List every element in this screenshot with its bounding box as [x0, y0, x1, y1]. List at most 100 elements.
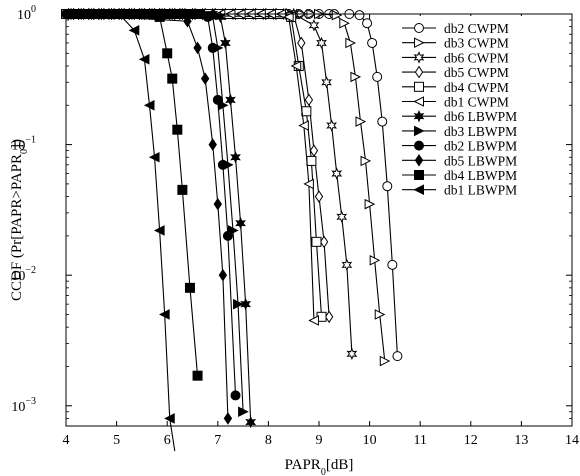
data-point [192, 370, 203, 381]
series-line-db5-lbwpm [65, 13, 229, 419]
legend-label: db6 CWPM [444, 50, 509, 65]
data-point [230, 390, 241, 401]
x-axis-label-rest: [dB] [326, 457, 354, 473]
legend-entry: db3 LBWPM [402, 124, 517, 139]
data-point [321, 76, 332, 89]
legend-label: db1 LBWPM [444, 183, 517, 198]
legend-marker [414, 153, 424, 167]
data-point [235, 217, 246, 230]
legend-entry: db5 CWPM [402, 65, 509, 80]
legend-label: db3 LBWPM [444, 124, 517, 139]
data-point [374, 309, 386, 320]
data-point [200, 72, 210, 85]
data-point [240, 297, 251, 311]
x-axis-label-main: PAPR [285, 457, 321, 473]
data-point [387, 259, 398, 270]
data-point [339, 17, 350, 29]
data-point [208, 138, 217, 151]
data-point [308, 315, 319, 326]
legend-label: db1 CWPM [444, 95, 509, 110]
data-point [372, 71, 383, 82]
x-tick-label: 11 [413, 433, 426, 448]
data-point [128, 25, 140, 36]
data-point [148, 151, 160, 163]
legend-label: db5 CWPM [444, 65, 509, 80]
data-point [207, 42, 218, 53]
legend-entry: db4 CWPM [402, 80, 509, 95]
data-point [184, 282, 195, 293]
data-point [382, 181, 393, 192]
data-point [212, 94, 223, 105]
data-point [143, 99, 155, 111]
y-tick-label: 10−1 [11, 135, 36, 154]
legend-label: db5 LBWPM [444, 153, 517, 168]
legend-entry: db4 LBWPM [402, 168, 517, 183]
data-point [225, 93, 236, 107]
x-tick-label: 14 [565, 433, 579, 448]
data-point [308, 19, 320, 32]
legend-marker [413, 110, 425, 123]
data-point [220, 36, 231, 50]
data-point [218, 268, 228, 282]
data-point [362, 18, 373, 29]
y-tick-label: 100 [17, 4, 36, 23]
legend-entry: db6 CWPM [402, 50, 509, 65]
data-point [346, 347, 358, 360]
legend-entry: db6 LBWPM [402, 109, 517, 124]
data-point [172, 124, 183, 135]
data-point [336, 210, 348, 223]
y-tick-label: 10−2 [11, 265, 36, 284]
x-tick-label: 8 [265, 433, 272, 448]
legend-label: db2 CWPM [444, 21, 509, 36]
series-line-db4-lbwpm [65, 13, 199, 376]
x-tick-label: 4 [63, 433, 70, 448]
legend-marker [413, 51, 425, 64]
data-point [283, 11, 294, 23]
data-point [159, 309, 170, 320]
legend-label: db4 CWPM [444, 80, 509, 95]
legend-entry: db1 CWPM [402, 95, 509, 110]
data-point [138, 53, 150, 65]
data-point [379, 355, 391, 367]
legend-marker [414, 23, 424, 33]
data-point [183, 14, 192, 28]
data-point [233, 298, 244, 310]
legend-marker [414, 81, 424, 92]
y-axis-label-main: CCDF (Pr[PAPR>PAPR [9, 154, 25, 301]
data-point [331, 9, 343, 21]
data-point [303, 178, 314, 190]
data-point [369, 254, 381, 266]
data-point [298, 120, 309, 131]
legend-entry: db5 LBWPM [402, 153, 517, 168]
data-point [222, 230, 233, 241]
data-point [326, 119, 338, 132]
legend-marker [413, 96, 424, 107]
data-point [350, 71, 362, 83]
data-point [364, 198, 376, 210]
series-line-db6-lbwpm [65, 13, 252, 423]
legend-marker [414, 37, 425, 49]
legend-marker [413, 184, 424, 196]
data-point [324, 310, 334, 324]
x-tick-label: 6 [164, 433, 171, 448]
y-axis-label: CCDF (Pr[PAPR>PAPR0]) [9, 139, 30, 301]
data-point [316, 36, 327, 50]
legend-marker [414, 125, 425, 137]
data-point [331, 167, 343, 180]
data-point [154, 11, 165, 22]
legend-label: db4 LBWPM [444, 168, 517, 183]
data-point [341, 258, 353, 272]
data-point [392, 351, 403, 362]
x-tick-label: 5 [113, 433, 120, 448]
legend-label: db2 LBWPM [444, 139, 517, 154]
data-point [193, 41, 202, 55]
series-db1-lbwpm [66, 8, 176, 452]
series-line-db1-lbwpm [66, 13, 176, 452]
x-tick-label: 9 [316, 433, 323, 448]
legend-marker [414, 170, 424, 180]
data-point [306, 155, 317, 166]
y-axis-label-sub: 0 [19, 149, 30, 154]
data-point [223, 412, 233, 425]
data-point [311, 236, 322, 247]
